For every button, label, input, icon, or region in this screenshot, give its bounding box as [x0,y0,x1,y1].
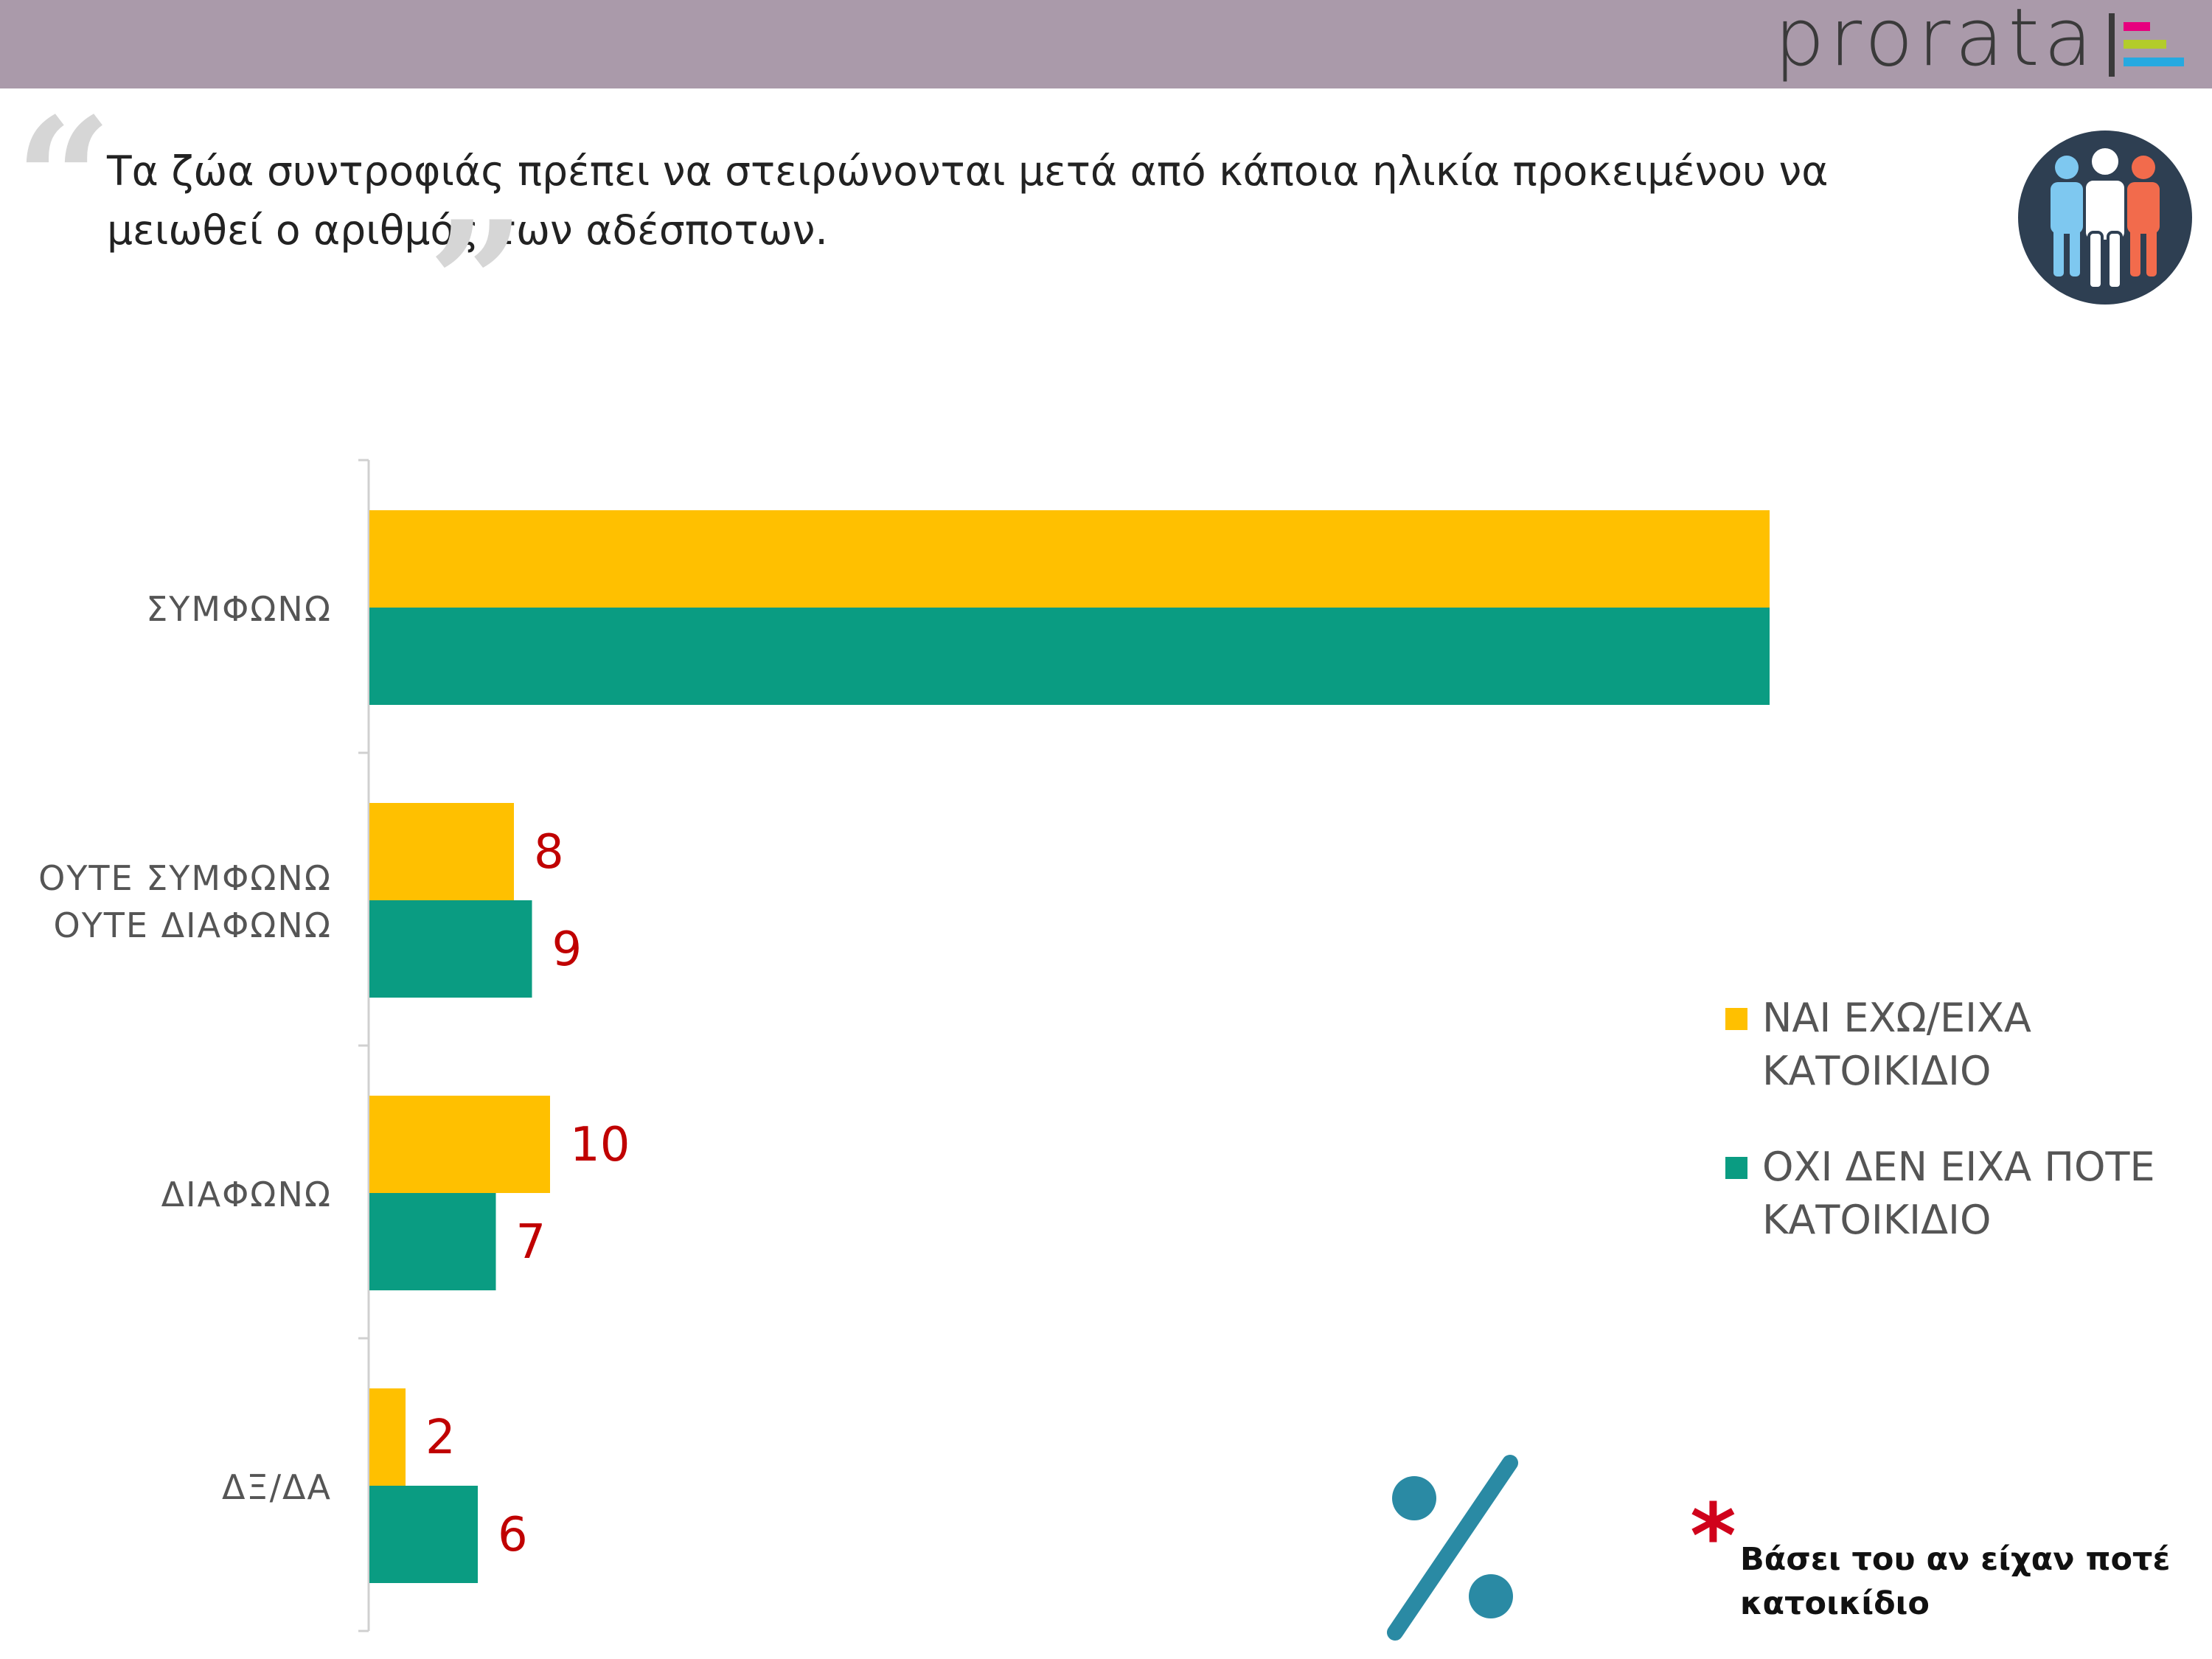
data-label: 7 [516,1215,546,1270]
data-label: 9 [552,922,582,977]
percent-icon [1387,1455,1518,1641]
chart-legend: ΝΑΙ ΕΧΩ/ΕΙΧΑ ΚΑΤΟΙΚΙΔΙΟ ΟΧΙ ΔΕΝ ΕΙΧΑ ΠΟΤ… [1725,992,2197,1290]
logo-stripes-icon [2109,7,2190,81]
legend-item-series-2: ΟΧΙ ΔΕΝ ΕΙΧΑ ΠΟΤΕ ΚΑΤΟΙΚΙΔΙΟ [1725,1141,2197,1247]
legend-swatch [1725,1157,1747,1179]
people-group-icon [2018,131,2192,305]
close-quote-icon: ” [428,184,526,383]
legend-item-series-1: ΝΑΙ ΕΧΩ/ΕΙΧΑ ΚΑΤΟΙΚΙΔΙΟ [1725,992,2197,1098]
category-label: ΟΥΤΕ ΔΙΑΦΩΝΩ [53,905,332,945]
bar [369,608,1770,705]
legend-label: ΝΑΙ ΕΧΩ/ΕΙΧΑ ΚΑΤΟΙΚΙΔΙΟ [1762,995,2031,1094]
bar [369,1486,478,1583]
data-label: 6 [498,1508,528,1562]
data-label: 10 [570,1118,630,1172]
bar [369,1388,406,1486]
logo-text: prorata [1774,0,2097,84]
bar [369,1096,550,1193]
legend-label: ΟΧΙ ΔΕΝ ΕΙΧΑ ΠΟΤΕ ΚΑΤΟΙΚΙΔΙΟ [1762,1144,2155,1243]
header-bar: prorata [0,0,2212,88]
data-label: 8 [534,825,564,880]
prorata-logo: prorata [1774,0,2190,88]
bar [369,1193,496,1290]
legend-swatch [1725,1008,1747,1030]
bar [369,803,514,900]
category-label: ΟΥΤΕ ΣΥΜΦΩΝΩ [38,858,332,898]
bar [369,900,532,998]
category-label: ΔΙΑΦΩΝΩ [161,1175,332,1214]
asterisk-icon: * [1690,1486,1736,1588]
open-quote-icon: “ [15,81,113,280]
category-label: ΔΞ/ΔΑ [222,1467,332,1507]
data-label: 2 [425,1411,456,1465]
bar [369,510,1770,608]
footnote-text: Βάσει του αν είχαν ποτέ κατοικίδιο [1740,1541,2171,1622]
category-label: ΣΥΜΦΩΝΩ [146,589,332,629]
question-text: Τα ζώα συντροφιάς πρέπει να στειρώνονται… [107,147,1829,254]
